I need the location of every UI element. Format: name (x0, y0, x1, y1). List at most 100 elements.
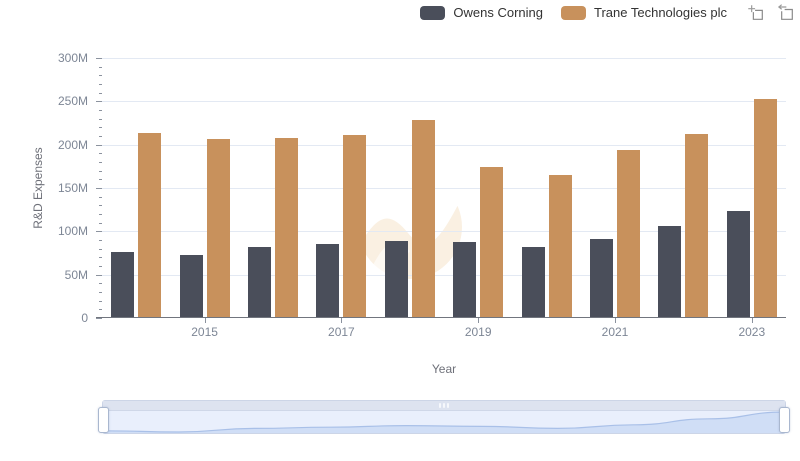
y-axis-tick (99, 292, 102, 293)
bar-owens-corning-2018[interactable] (384, 240, 408, 317)
y-axis-tick (99, 214, 102, 215)
y-axis-tick (96, 144, 102, 146)
legend-item-label: Trane Technologies plc (594, 5, 727, 20)
x-tick-label: 2015 (191, 325, 218, 339)
legend-item-trane-technologies[interactable]: Trane Technologies plc (561, 5, 727, 20)
datazoom-grip-icon[interactable] (439, 403, 449, 408)
y-axis-tick (96, 188, 102, 189)
y-axis-tick (99, 222, 102, 224)
bar-trane-technologies-plc-2017[interactable] (343, 135, 367, 317)
bar-group-2018 (376, 58, 444, 318)
bar-group-2015 (170, 58, 238, 318)
y-axis-tick (99, 153, 102, 155)
y-axis-tick (99, 75, 102, 77)
box-zoom-icon[interactable] (747, 4, 764, 21)
x-axis-title: Year (431, 362, 457, 376)
datazoom-area-chart (103, 411, 785, 433)
y-axis-tick (99, 162, 102, 163)
datazoom-preview[interactable] (103, 410, 785, 433)
bar-trane-technologies-plc-2018[interactable] (411, 120, 435, 317)
y-axis-tick (99, 118, 102, 120)
y-axis-tick (96, 58, 102, 59)
y-tick-label: 300M (57, 51, 88, 65)
datazoom-right-handle[interactable] (779, 407, 790, 433)
y-axis: 0 50M 100M 150M 200M 250M 300M (0, 51, 102, 325)
y-axis-tick (96, 101, 102, 103)
gridline (102, 58, 786, 59)
y-tick-label: 100M (57, 224, 88, 239)
y-tick-label: 250M (57, 94, 88, 109)
reset-zoom-icon[interactable] (777, 4, 794, 21)
datazoom-left-handle[interactable] (98, 407, 109, 433)
gridline (102, 144, 786, 146)
y-axis-tick (99, 205, 102, 207)
chart-toolbox (747, 4, 794, 21)
y-axis-tick (96, 231, 102, 233)
bar-trane-technologies-plc-2022[interactable] (685, 134, 709, 317)
gridline (102, 101, 786, 103)
x-tick-label: 2019 (464, 325, 492, 339)
bar-trane-technologies-plc-2015[interactable] (206, 139, 230, 317)
y-axis-tick (99, 309, 102, 311)
bar-group-2019 (444, 58, 512, 318)
y-axis-tick (99, 84, 102, 85)
bar-owens-corning-2020[interactable] (521, 246, 545, 317)
y-tick-label: 150M (57, 181, 88, 195)
datazoom-top-strip[interactable] (103, 401, 785, 411)
bar-owens-corning-2017[interactable] (316, 244, 340, 317)
y-axis-tick (99, 283, 102, 285)
bar-trane-technologies-plc-2020[interactable] (548, 174, 572, 317)
bar-owens-corning-2016[interactable] (247, 246, 271, 317)
legend-item-label: Owens Corning (453, 5, 544, 20)
y-axis-tick (99, 92, 102, 94)
bar-group-2020 (512, 58, 580, 318)
y-axis-tick (99, 66, 102, 68)
x-axis-tick (341, 318, 343, 323)
bar-owens-corning-2022[interactable] (658, 226, 682, 317)
bar-trane-technologies-plc-2021[interactable] (616, 149, 640, 317)
plot-area (96, 58, 786, 318)
y-axis-tick (99, 257, 102, 259)
y-axis-tick (96, 274, 102, 276)
y-axis-tick (99, 170, 102, 172)
y-axis-tick (99, 127, 102, 129)
y-tick-label: 200M (57, 137, 88, 152)
y-axis-tick (99, 110, 102, 111)
y-axis-tick (99, 179, 102, 181)
x-axis-tick (478, 318, 480, 323)
legend-swatch (561, 5, 587, 20)
bar-trane-technologies-plc-2014[interactable] (138, 133, 162, 317)
bar-group-2014 (102, 58, 170, 318)
x-axis-tick (751, 318, 753, 323)
bar-trane-technologies-plc-2019[interactable] (480, 167, 504, 317)
datazoom-slider[interactable] (98, 400, 790, 434)
x-tick-label: 2017 (328, 325, 355, 339)
bar-owens-corning-2019[interactable] (453, 242, 477, 317)
y-tick-label: 50M (64, 267, 88, 282)
legend-swatch (420, 5, 446, 20)
x-tick-label: 2023 (738, 325, 766, 339)
x-axis-tick (204, 318, 206, 323)
y-axis-tick (99, 136, 102, 137)
legend-item-owens-corning[interactable]: Owens Corning (420, 5, 543, 20)
x-tick-label: 2021 (601, 325, 629, 339)
bar-trane-technologies-plc-2016[interactable] (274, 137, 298, 317)
bar-trane-technologies-plc-2023[interactable] (753, 98, 777, 317)
y-axis-tick (96, 318, 102, 319)
gridline (102, 274, 786, 276)
y-axis-tick (99, 240, 102, 241)
bar-group-2017 (307, 58, 375, 318)
bar-group-2022 (649, 58, 717, 318)
x-axis-tick (615, 318, 616, 323)
bar-owens-corning-2015[interactable] (179, 254, 203, 317)
bar-owens-corning-2023[interactable] (726, 211, 750, 317)
y-axis-tick (99, 300, 102, 302)
bar-group-2021 (581, 58, 649, 318)
x-axis-line (96, 317, 786, 318)
y-axis-tick (99, 248, 102, 250)
y-tick-label: 0 (81, 311, 88, 325)
bar-owens-corning-2021[interactable] (589, 239, 613, 317)
y-axis-tick (99, 196, 102, 198)
bar-owens-corning-2014[interactable] (111, 252, 135, 317)
